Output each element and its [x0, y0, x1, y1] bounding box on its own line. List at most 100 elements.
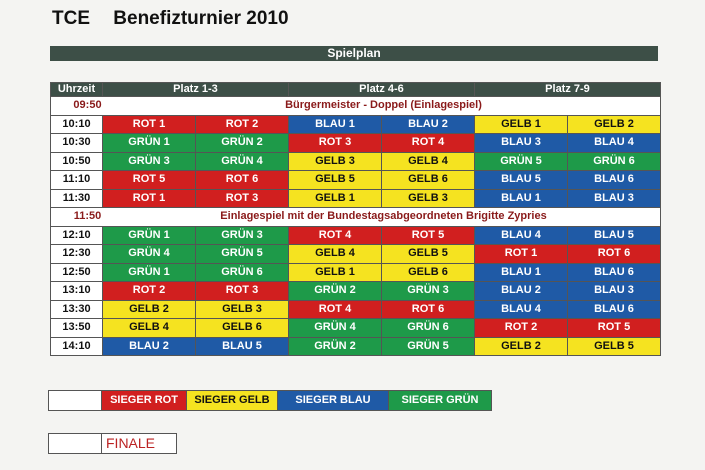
team-cell: GRÜN 5 [474, 151, 568, 171]
team-cell: ROT 5 [102, 170, 196, 190]
team-cell: ROT 4 [288, 299, 382, 319]
team-cell: ROT 6 [567, 244, 661, 264]
legend-sieger-gelb: SIEGER GELB [186, 390, 278, 411]
winners-legend: SIEGER ROT SIEGER GELB SIEGER BLAU SIEGE… [48, 390, 492, 411]
team-cell: GELB 3 [288, 151, 382, 171]
team-cell: GELB 3 [381, 188, 475, 208]
team-cell: GRÜN 5 [195, 244, 289, 264]
match-time: 13:30 [50, 299, 103, 319]
team-cell: GRÜN 2 [288, 281, 382, 301]
team-cell: GRÜN 1 [102, 133, 196, 153]
team-cell: BLAU 1 [288, 114, 382, 134]
team-cell: BLAU 2 [102, 336, 196, 356]
team-cell: BLAU 5 [567, 225, 661, 245]
team-cell: ROT 3 [288, 133, 382, 153]
team-cell: BLAU 6 [567, 262, 661, 282]
match-time: 10:10 [50, 114, 103, 134]
team-cell: GELB 5 [381, 244, 475, 264]
team-cell: ROT 4 [288, 225, 382, 245]
team-cell: GRÜN 1 [102, 225, 196, 245]
finale-label: FINALE [101, 433, 177, 454]
team-cell: GELB 3 [195, 299, 289, 319]
team-cell: ROT 2 [102, 281, 196, 301]
break-time: 09:50 [73, 99, 102, 112]
team-cell: GELB 1 [474, 114, 568, 134]
team-cell: GELB 6 [381, 170, 475, 190]
team-cell: ROT 3 [195, 281, 289, 301]
team-cell: GELB 2 [102, 299, 196, 319]
team-cell: GELB 5 [288, 170, 382, 190]
team-cell: ROT 5 [381, 225, 475, 245]
team-cell: GRÜN 4 [288, 318, 382, 338]
break-time: 11:50 [73, 210, 102, 223]
team-cell: ROT 3 [195, 188, 289, 208]
team-cell: GRÜN 3 [381, 281, 475, 301]
team-cell: GELB 5 [567, 336, 661, 356]
legend-sieger-gruen: SIEGER GRÜN [388, 390, 492, 411]
team-cell: GELB 4 [288, 244, 382, 264]
team-cell: ROT 1 [102, 114, 196, 134]
team-cell: GELB 4 [102, 318, 196, 338]
col-header-court-4-6: Platz 4-6 [288, 82, 475, 97]
team-cell: BLAU 2 [474, 281, 568, 301]
event-name: Benefizturnier 2010 [113, 8, 289, 29]
match-time: 12:10 [50, 225, 103, 245]
team-cell: GRÜN 3 [102, 151, 196, 171]
schedule-body: 09:50 Bürgermeister - Doppel (Einlagespie… [50, 96, 661, 356]
match-row: 12:50 GRÜN 1 GRÜN 6 GELB 1 GELB 6 BLAU 1 BLAU … [50, 262, 661, 282]
page-title: TCE Benefizturnier 2010 [52, 8, 289, 30]
team-cell: GELB 1 [288, 262, 382, 282]
team-cell: GRÜN 3 [195, 225, 289, 245]
match-time: 13:50 [50, 318, 103, 338]
break-row: 09:50 Bürgermeister - Doppel (Einlagespie… [50, 96, 661, 116]
break-cell: 09:50 Bürgermeister - Doppel (Einlagespie… [50, 96, 661, 116]
team-cell: BLAU 1 [474, 262, 568, 282]
team-cell: GELB 6 [195, 318, 289, 338]
match-time: 13:10 [50, 281, 103, 301]
match-time: 12:50 [50, 262, 103, 282]
team-cell: GRÜN 6 [381, 318, 475, 338]
team-cell: GRÜN 2 [288, 336, 382, 356]
legend-blank-cell [48, 390, 102, 411]
team-cell: ROT 2 [195, 114, 289, 134]
match-row: 13:30 GELB 2 GELB 3 ROT 4 ROT 6 BLAU 4 BLAU 6 [50, 299, 661, 319]
team-cell: ROT 1 [102, 188, 196, 208]
match-time: 11:10 [50, 170, 103, 190]
team-cell: ROT 2 [474, 318, 568, 338]
break-label: Einlagespiel mit der Bundestagsabgeordne… [220, 210, 547, 223]
col-header-court-1-3: Platz 1-3 [102, 82, 289, 97]
team-cell: GELB 4 [381, 151, 475, 171]
team-cell: ROT 6 [381, 299, 475, 319]
match-row: 14:10 BLAU 2 BLAU 5 GRÜN 2 GRÜN 5 GELB 2 GELB … [50, 336, 661, 356]
team-cell: BLAU 4 [474, 225, 568, 245]
team-cell: ROT 6 [195, 170, 289, 190]
legend-sieger-blau: SIEGER BLAU [277, 390, 389, 411]
match-time: 11:30 [50, 188, 103, 208]
team-cell: GELB 2 [474, 336, 568, 356]
match-row: 11:30 ROT 1 ROT 3 GELB 1 GELB 3 BLAU 1 BLAU 3 [50, 188, 661, 208]
match-row: 13:50 GELB 4 GELB 6 GRÜN 4 GRÜN 6 ROT 2 ROT 5 [50, 318, 661, 338]
team-cell: GRÜN 6 [567, 151, 661, 171]
team-cell: GRÜN 1 [102, 262, 196, 282]
team-cell: GRÜN 6 [195, 262, 289, 282]
team-cell: BLAU 2 [381, 114, 475, 134]
team-cell: BLAU 3 [567, 188, 661, 208]
team-cell: GELB 6 [381, 262, 475, 282]
match-row: 11:10 ROT 5 ROT 6 GELB 5 GELB 6 BLAU 5 BLAU 6 [50, 170, 661, 190]
match-row: 10:30 GRÜN 1 GRÜN 2 ROT 3 ROT 4 BLAU 3 BLAU 4 [50, 133, 661, 153]
team-cell: BLAU 1 [474, 188, 568, 208]
team-cell: GELB 1 [288, 188, 382, 208]
team-cell: BLAU 5 [474, 170, 568, 190]
match-row: 13:10 ROT 2 ROT 3 GRÜN 2 GRÜN 3 BLAU 2 BLAU 3 [50, 281, 661, 301]
match-row: 10:10 ROT 1 ROT 2 BLAU 1 BLAU 2 GELB 1 GELB 2 [50, 114, 661, 134]
match-time: 14:10 [50, 336, 103, 356]
team-cell: BLAU 3 [567, 281, 661, 301]
team-cell: BLAU 6 [567, 170, 661, 190]
schedule-header-row: Uhrzeit Platz 1-3 Platz 4-6 Platz 7-9 [50, 82, 661, 97]
team-cell: ROT 5 [567, 318, 661, 338]
team-cell: GELB 2 [567, 114, 661, 134]
col-header-time: Uhrzeit [50, 82, 103, 97]
match-row: 10:50 GRÜN 3 GRÜN 4 GELB 3 GELB 4 GRÜN 5 GRÜN … [50, 151, 661, 171]
match-time: 12:30 [50, 244, 103, 264]
finale-row: FINALE [48, 433, 177, 454]
